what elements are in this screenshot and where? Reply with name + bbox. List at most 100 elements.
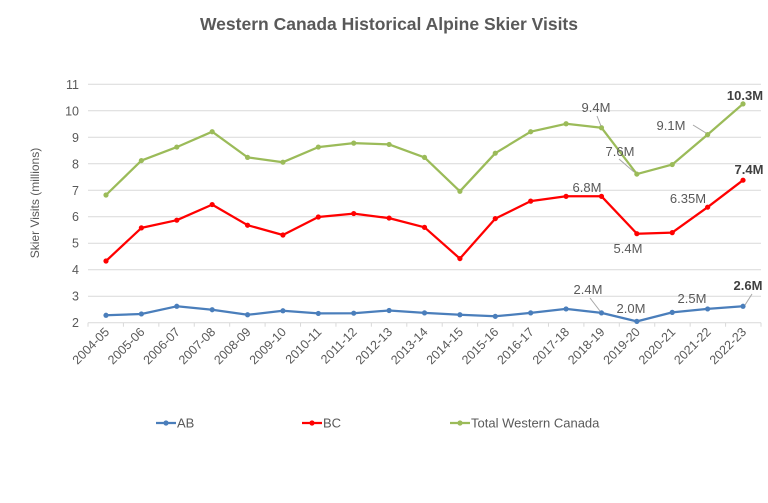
x-tick-label: 2019-20: [601, 325, 643, 367]
y-tick-label: 10: [65, 104, 79, 118]
data-point-marker: [103, 192, 109, 198]
data-point-marker: [244, 154, 251, 161]
series-line: [105, 103, 744, 196]
data-label: 5.4M: [614, 241, 643, 256]
leader-line: [618, 158, 635, 173]
gridlines: [88, 83, 761, 324]
data-series: [103, 101, 746, 324]
data-label: 6.8M: [573, 180, 602, 195]
data-point-marker: [421, 310, 428, 316]
x-tick-label: 2012-13: [353, 325, 395, 367]
y-tick-label: 3: [72, 290, 79, 304]
x-axis: 2004-052005-062006-072007-082008-092009-…: [70, 322, 762, 367]
x-tick-label: 2011-12: [318, 325, 360, 367]
data-point-marker: [740, 177, 746, 183]
x-tick-label: 2017-18: [530, 325, 572, 367]
data-point-marker: [740, 303, 746, 309]
data-point-marker: [280, 159, 286, 165]
data-point-marker: [351, 310, 357, 316]
leader-line: [692, 124, 707, 134]
leader-line: [744, 293, 753, 306]
y-axis-ticks: 2 3 4 5 6 7 8 9 10 11: [65, 78, 79, 330]
legend-item-ab: AB: [156, 416, 194, 431]
data-point-marker: [705, 132, 711, 138]
data-point-marker: [492, 215, 498, 222]
data-point-marker: [634, 231, 640, 237]
data-point-marker: [563, 121, 569, 127]
data-point-marker: [669, 230, 675, 236]
x-tick-label: 2008-09: [211, 325, 253, 367]
legend-marker-icon: [309, 420, 315, 426]
data-point-marker: [492, 313, 498, 319]
data-point-marker: [669, 309, 675, 315]
data-point-marker: [421, 224, 428, 230]
legend-marker-icon: [163, 420, 169, 426]
data-point-marker: [138, 225, 144, 231]
x-tick-label: 2005-06: [105, 325, 147, 367]
leader-line: [589, 297, 601, 312]
data-point-marker: [528, 310, 534, 316]
data-point-marker: [386, 215, 392, 221]
x-tick-label: 2015-16: [459, 325, 501, 367]
data-point-marker: [492, 150, 498, 156]
data-label: 2.4M: [574, 282, 603, 297]
y-tick-label: 8: [72, 157, 79, 171]
data-point-marker: [280, 308, 286, 314]
data-label: 10.3M: [727, 88, 763, 103]
chart-title: Western Canada Historical Alpine Skier V…: [200, 14, 578, 34]
legend-marker-icon: [457, 420, 463, 426]
x-tick-label: 2007-08: [176, 325, 218, 367]
data-label: 9.1M: [657, 118, 686, 133]
y-tick-label: 6: [72, 210, 79, 224]
legend-item-bc: BC: [302, 416, 341, 431]
data-point-marker: [598, 125, 605, 131]
data-point-marker: [386, 307, 392, 314]
x-tick-label: 2004-05: [70, 325, 112, 367]
data-point-marker: [669, 161, 675, 168]
y-tick-label: 4: [72, 263, 79, 277]
x-tick-label: 2010-11: [283, 325, 325, 367]
data-point-marker: [457, 188, 463, 194]
data-point-marker: [634, 318, 640, 324]
data-point-marker: [598, 193, 605, 199]
y-axis-label: Skier Visits (millions): [28, 148, 42, 258]
data-point-marker: [528, 129, 534, 135]
data-point-marker: [351, 210, 357, 217]
series-ab: [103, 303, 746, 324]
data-point-marker: [280, 232, 286, 238]
data-point-marker: [138, 157, 144, 164]
legend-item-total-western-canada: Total Western Canada: [450, 416, 600, 431]
y-tick-label: 2: [72, 316, 79, 330]
data-point-marker: [457, 312, 463, 318]
x-tick-label: 2009-10: [247, 325, 289, 367]
data-point-marker: [138, 311, 144, 317]
x-tick-label: 2022-23: [707, 325, 749, 367]
data-label: 6.35M: [670, 191, 706, 206]
data-point-marker: [598, 310, 605, 316]
legend: AB BC Total Western Canada: [156, 416, 600, 431]
data-point-marker: [103, 258, 109, 264]
y-tick-label: 11: [66, 78, 79, 92]
data-point-marker: [315, 144, 321, 150]
legend-label: BC: [323, 416, 341, 431]
data-point-marker: [315, 214, 321, 220]
x-tick-label: 2016-17: [494, 325, 536, 367]
x-tick-label: 2018-19: [565, 325, 607, 367]
data-point-marker: [528, 198, 534, 204]
data-point-marker: [457, 255, 463, 262]
data-point-marker: [209, 201, 215, 208]
x-tick-label: 2006-07: [141, 325, 183, 367]
data-point-marker: [421, 154, 428, 161]
data-point-marker: [386, 141, 392, 148]
data-point-marker: [174, 144, 180, 150]
series-line: [105, 179, 744, 262]
data-point-marker: [351, 140, 357, 146]
data-point-marker: [103, 312, 109, 318]
data-label: 9.4M: [582, 100, 611, 115]
y-tick-label: 5: [72, 237, 79, 251]
data-label: 2.0M: [617, 301, 646, 316]
legend-label: AB: [177, 416, 194, 431]
data-label: 2.6M: [734, 278, 763, 293]
data-point-marker: [174, 217, 180, 223]
